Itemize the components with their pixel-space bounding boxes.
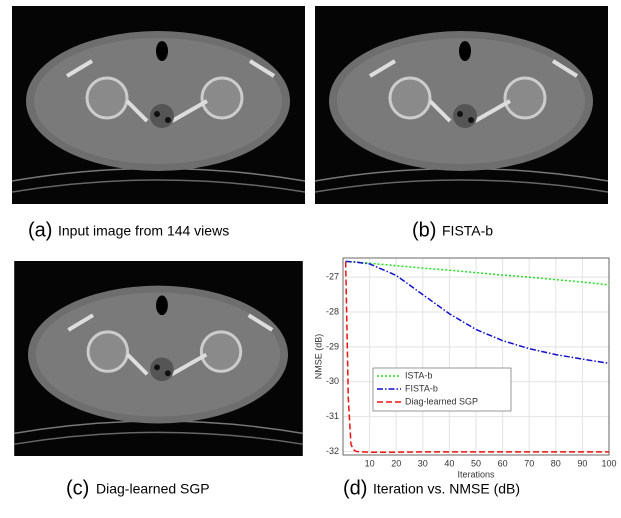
y-tick-label: -28: [326, 306, 339, 316]
panel-caption: Iteration vs. NMSE (dB): [373, 481, 520, 497]
legend-label: Diag-learned SGP: [405, 396, 478, 406]
panel-caption: Diag-learned SGP: [96, 481, 210, 497]
y-tick-label: -31: [326, 411, 339, 421]
x-tick-label: 70: [524, 458, 534, 468]
legend-label: FISTA-b: [405, 383, 438, 393]
panel-caption: Input image from 144 views: [58, 223, 229, 239]
y-axis-label: NMSE (dB): [313, 334, 323, 380]
panel-label: (b): [412, 219, 436, 241]
y-tick-label: -32: [326, 446, 339, 456]
ct-image: [12, 6, 305, 204]
ct-image: [315, 6, 608, 204]
x-tick-label: 40: [444, 458, 454, 468]
legend-label: ISTA-b: [405, 370, 432, 380]
x-tick-label: 10: [365, 458, 375, 468]
x-tick-label: 80: [551, 458, 561, 468]
page: (a) Input image from 144 views (b) FISTA…: [0, 0, 621, 518]
x-tick-label: 50: [471, 458, 481, 468]
panel-label: (c): [66, 477, 89, 499]
x-tick-label: 30: [418, 458, 428, 468]
x-tick-label: 60: [498, 458, 508, 468]
panel-caption: FISTA-b: [442, 223, 493, 239]
ct-image: [14, 261, 303, 456]
y-tick-label: -29: [326, 341, 339, 351]
figure: (a) Input image from 144 views (b) FISTA…: [0, 0, 621, 518]
x-tick-label: 90: [577, 458, 587, 468]
panel-label: (a): [28, 219, 52, 241]
y-tick-label: -30: [326, 376, 339, 386]
panel-label: (d): [343, 477, 367, 499]
x-axis-label: Iterations: [457, 469, 495, 479]
x-tick-label: 100: [601, 458, 616, 468]
x-tick-label: 20: [391, 458, 401, 468]
y-tick-label: -27: [326, 272, 339, 282]
